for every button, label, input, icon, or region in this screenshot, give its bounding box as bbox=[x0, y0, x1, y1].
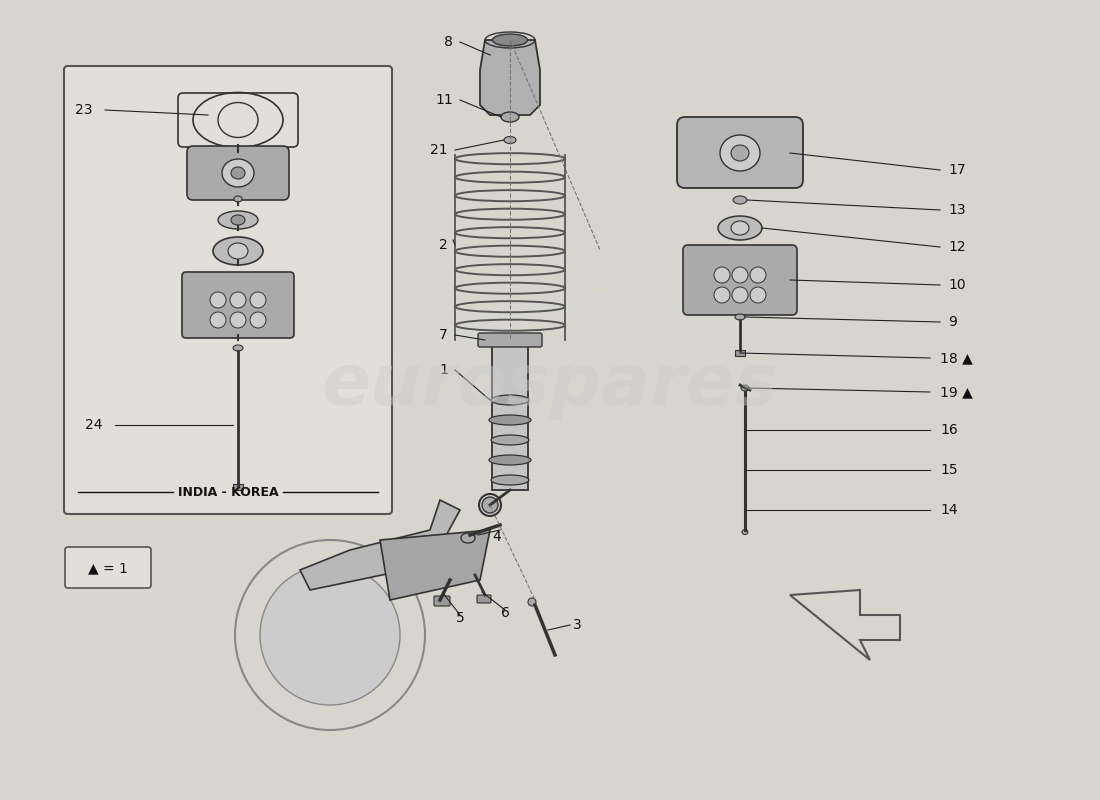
Text: 19 ▲: 19 ▲ bbox=[940, 385, 972, 399]
Text: 21: 21 bbox=[430, 143, 448, 157]
Ellipse shape bbox=[228, 243, 248, 259]
Text: 24: 24 bbox=[86, 418, 103, 432]
Text: 16: 16 bbox=[940, 423, 958, 437]
FancyBboxPatch shape bbox=[676, 117, 803, 188]
Polygon shape bbox=[300, 500, 460, 590]
Ellipse shape bbox=[234, 196, 242, 202]
Ellipse shape bbox=[491, 435, 529, 445]
Circle shape bbox=[750, 267, 766, 283]
Ellipse shape bbox=[733, 196, 747, 204]
Circle shape bbox=[714, 287, 730, 303]
Ellipse shape bbox=[500, 112, 519, 122]
FancyBboxPatch shape bbox=[233, 484, 243, 490]
Circle shape bbox=[482, 497, 498, 513]
Text: 2: 2 bbox=[439, 238, 448, 252]
Ellipse shape bbox=[490, 415, 531, 425]
Text: 6: 6 bbox=[500, 606, 509, 620]
FancyBboxPatch shape bbox=[434, 596, 450, 606]
Text: 3: 3 bbox=[573, 618, 582, 632]
Polygon shape bbox=[480, 40, 540, 115]
Circle shape bbox=[250, 312, 266, 328]
Text: 13: 13 bbox=[948, 203, 966, 217]
Ellipse shape bbox=[231, 167, 245, 179]
Text: 14: 14 bbox=[940, 503, 958, 517]
Ellipse shape bbox=[218, 211, 258, 229]
Ellipse shape bbox=[718, 216, 762, 240]
FancyBboxPatch shape bbox=[187, 146, 289, 200]
Ellipse shape bbox=[493, 34, 528, 46]
Circle shape bbox=[732, 267, 748, 283]
Ellipse shape bbox=[213, 237, 263, 265]
Ellipse shape bbox=[741, 385, 749, 391]
Ellipse shape bbox=[732, 145, 749, 161]
FancyBboxPatch shape bbox=[735, 350, 745, 356]
Ellipse shape bbox=[231, 215, 245, 225]
Circle shape bbox=[210, 292, 225, 308]
Ellipse shape bbox=[491, 395, 529, 405]
Text: 9: 9 bbox=[948, 315, 957, 329]
Circle shape bbox=[250, 292, 266, 308]
Text: 10: 10 bbox=[948, 278, 966, 292]
Circle shape bbox=[714, 267, 730, 283]
Text: INDIA - KOREA: INDIA - KOREA bbox=[178, 486, 278, 498]
Text: 1: 1 bbox=[439, 363, 448, 377]
Text: 8: 8 bbox=[444, 35, 453, 49]
Circle shape bbox=[230, 292, 246, 308]
Circle shape bbox=[732, 287, 748, 303]
FancyBboxPatch shape bbox=[478, 333, 542, 347]
FancyBboxPatch shape bbox=[182, 272, 294, 338]
Text: 18 ▲: 18 ▲ bbox=[940, 351, 972, 365]
Text: 17: 17 bbox=[948, 163, 966, 177]
Ellipse shape bbox=[461, 533, 475, 543]
Ellipse shape bbox=[233, 345, 243, 351]
FancyBboxPatch shape bbox=[477, 595, 491, 603]
Polygon shape bbox=[379, 530, 490, 600]
Text: 15: 15 bbox=[940, 463, 958, 477]
Ellipse shape bbox=[490, 455, 531, 465]
FancyBboxPatch shape bbox=[683, 245, 798, 315]
Ellipse shape bbox=[528, 598, 536, 606]
Text: 4: 4 bbox=[492, 530, 500, 544]
Ellipse shape bbox=[491, 475, 529, 485]
FancyBboxPatch shape bbox=[65, 547, 151, 588]
Ellipse shape bbox=[742, 530, 748, 534]
Text: 7: 7 bbox=[439, 328, 448, 342]
Circle shape bbox=[750, 287, 766, 303]
Ellipse shape bbox=[732, 221, 749, 235]
Text: eurospares: eurospares bbox=[321, 350, 779, 419]
Text: 11: 11 bbox=[436, 93, 453, 107]
Circle shape bbox=[210, 312, 225, 328]
Ellipse shape bbox=[720, 135, 760, 171]
Ellipse shape bbox=[735, 314, 745, 320]
Text: 5: 5 bbox=[455, 611, 464, 625]
Ellipse shape bbox=[504, 137, 516, 143]
Circle shape bbox=[230, 312, 246, 328]
Circle shape bbox=[260, 565, 400, 705]
FancyBboxPatch shape bbox=[64, 66, 392, 514]
Text: ▲ = 1: ▲ = 1 bbox=[88, 561, 128, 575]
Text: 23: 23 bbox=[76, 103, 94, 117]
Bar bbox=[492, 340, 528, 490]
Text: 12: 12 bbox=[948, 240, 966, 254]
Ellipse shape bbox=[222, 159, 254, 187]
